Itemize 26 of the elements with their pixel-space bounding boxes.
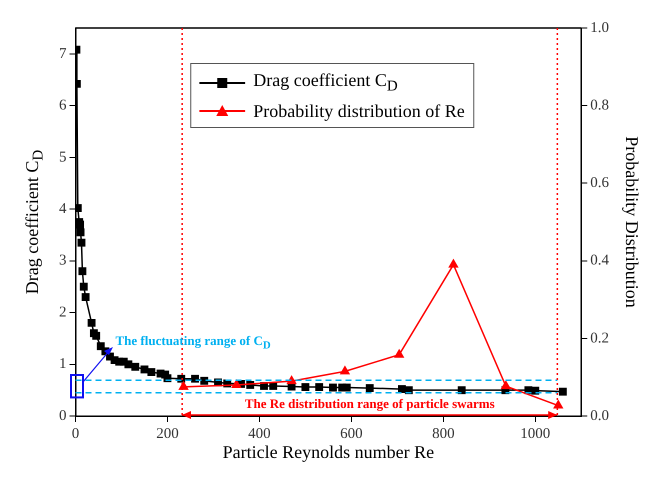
y2-tick-label: 0.2 <box>590 330 609 346</box>
ref-line-label: The Re distribution range of particle swarms <box>244 396 495 411</box>
x-tick-label: 600 <box>340 426 363 442</box>
y2-tick-label: 0.6 <box>590 175 610 192</box>
y-tick-label: 6 <box>59 98 67 114</box>
y2-tick-label: 0.8 <box>590 98 609 114</box>
y-tick-label: 7 <box>59 46 67 62</box>
x-tick-label: 1000 <box>520 426 550 442</box>
legend-label: Probability distribution of Re <box>253 100 465 123</box>
y2-axis-title: Probability Distribution <box>621 136 642 308</box>
y-tick-label: 4 <box>59 201 67 218</box>
x-tick-label: 200 <box>156 426 179 442</box>
y2-tick-label: 1.0 <box>590 20 609 36</box>
x-axis-title: Particle Reynolds number Re <box>222 442 434 463</box>
y2-tick-label: 0.0 <box>590 408 609 424</box>
legend-label: Drag coefficient C$_{D}$ <box>253 69 398 97</box>
ref-line-label: The fluctuating range of C$_{D}$ <box>116 333 271 353</box>
y2-tick-label: 0.4 <box>590 252 610 269</box>
y-tick-label: 3 <box>59 252 66 269</box>
y-tick-label: 0 <box>59 408 66 424</box>
x-tick-label: 800 <box>432 426 455 442</box>
x-tick-label: 400 <box>248 426 271 442</box>
y-tick-label: 5 <box>59 149 66 166</box>
y-tick-label: 2 <box>59 304 66 320</box>
x-tick-label: 0 <box>72 426 80 442</box>
y-tick-label: 1 <box>59 356 66 372</box>
